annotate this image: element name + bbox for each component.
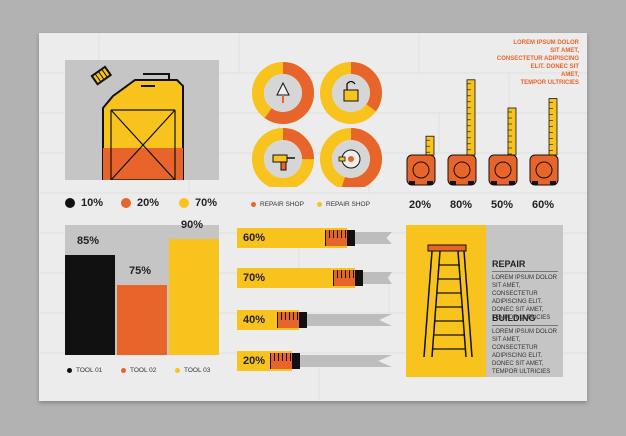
tape-label-2: 80% [450,199,473,211]
black-dot [65,198,75,208]
donut-slice-4 [320,128,382,187]
infographic-card: LOREM IPSUM DOLOR SIT AMET, CONSECTETUR A… [39,33,587,401]
hbar-row-3: 40% [237,310,392,330]
hbar-row-4: 20% [237,351,392,371]
canister-legend-black: 10% [65,197,103,209]
tape-label-3: 50% [491,199,514,211]
tool-bar-label-3: 90% [181,219,204,231]
building-title: BUILDING [492,313,536,323]
header-lorem-text: LOREM IPSUM DOLOR SIT AMET, CONSECTETUR A… [496,40,579,86]
canister-panel [65,60,219,193]
tool-bar-label-2: 75% [129,265,152,277]
donut-slice-2 [320,62,382,124]
tape-chart [406,79,559,186]
repair-title: REPAIR [492,259,526,269]
tool-legend-2: TOOL 02 [121,367,156,374]
donut-legend-orange: REPAIR SHOP [251,201,304,208]
tool-legend-1: TOOL 01 [67,367,102,374]
ladder-panel: REPAIR LOREM IPSUM DOLOR SIT AMET, CONSEC… [406,225,563,377]
donut-slice-3 [252,128,314,187]
building-text: LOREM IPSUM DOLOR SIT AMET, CONSECTETUR A… [492,329,558,375]
hbar-label-1: 60% [243,232,266,244]
drill-icon [272,154,295,171]
tool-bar-1 [65,255,115,355]
hbar-label-2: 70% [243,272,266,284]
donut-1 [252,62,314,124]
ladder-icon [423,244,473,358]
hbar-row-2: 70% [237,268,392,288]
tape-measure-1 [406,135,436,186]
trowel-icon [276,81,290,103]
tape-measure-4 [529,98,559,186]
donut-charts [252,62,382,187]
canister-icon [90,65,184,193]
lock-icon [343,80,359,102]
donut-2 [320,62,382,124]
hbar-label-3: 40% [243,314,266,326]
hbar-label-4: 20% [243,355,266,367]
hbar-1 [237,228,347,248]
saw-icon [338,149,361,169]
tool-legend-3: TOOL 03 [175,367,210,374]
donut-4 [320,128,382,187]
donut-3 [252,128,314,187]
canister-legend-orange: 20% [121,197,159,209]
orange-dot [121,198,131,208]
tape-measure-3 [488,107,518,186]
tape-label-1: 20% [409,199,432,211]
tool-bar-panel: 85% 75% 90% [65,219,219,355]
tape-measure-2 [447,79,477,186]
tool-bar-2 [117,285,167,355]
repair-text: LOREM IPSUM DOLOR SIT AMET, CONSECTETUR A… [492,275,558,321]
canister-legend-yellow: 70% [179,197,217,209]
tool-bar-label-1: 85% [77,235,100,247]
yellow-dot [179,198,189,208]
donut-slice-1 [252,62,314,124]
hbar-2 [237,268,355,288]
hbar-row-1: 60% [237,228,392,248]
tool-bar-3 [169,239,219,355]
tape-label-4: 60% [532,199,555,211]
donut-legend-yellow: REPAIR SHOP [317,201,370,208]
